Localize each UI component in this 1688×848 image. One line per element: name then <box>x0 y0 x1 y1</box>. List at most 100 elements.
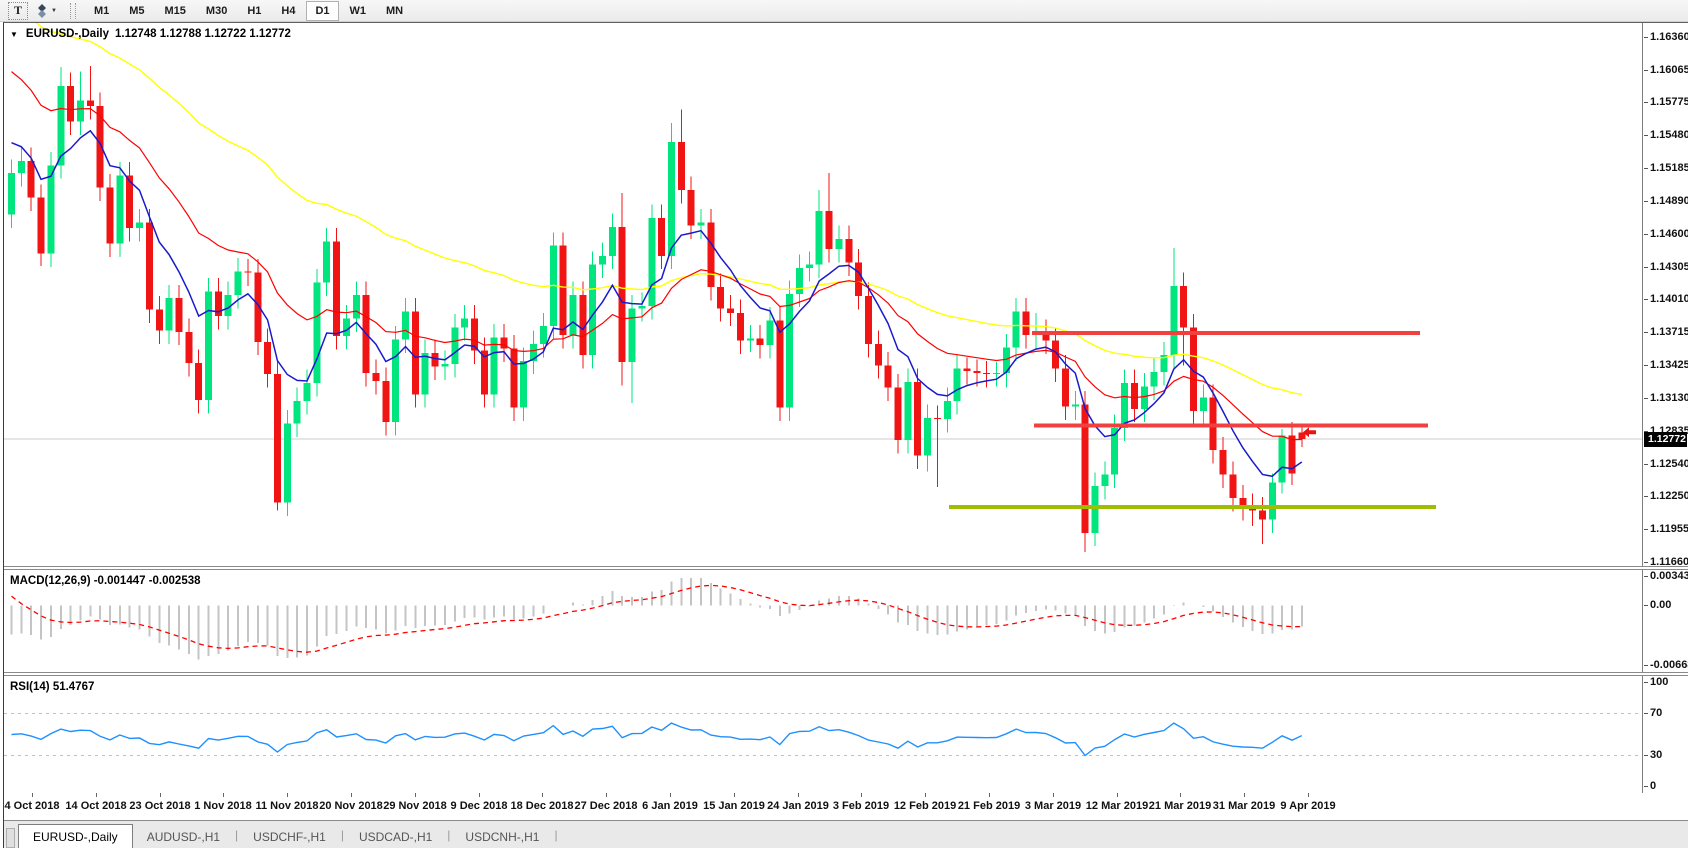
timeframe-button-w1[interactable]: W1 <box>341 1 376 21</box>
price-axis-label: 1.15185 <box>1644 162 1688 174</box>
date-axis-label: 27 Dec 2018 <box>574 800 638 812</box>
date-axis-label: 21 Mar 2019 <box>1148 800 1212 812</box>
candle-down <box>1022 311 1030 336</box>
chart-tab-usdcad-h1[interactable]: USDCAD-,H1 <box>358 830 433 844</box>
toolbar: T ▼ M1 M5 M15 M30 H1 H4 D1 W1 MN <box>0 0 1688 22</box>
chart-tab-bar: EURUSD-,Daily AUDUSD-,H1 | USDCHF-,H1 | USDCA… <box>4 820 1688 848</box>
candle-up <box>628 308 636 362</box>
panel-separator[interactable] <box>4 672 1688 676</box>
candle-up <box>451 327 459 365</box>
text-tool-button[interactable]: T <box>8 1 28 20</box>
date-axis[interactable]: 4 Oct 2018 14 Oct 2018 23 Oct 2018 1 Nov 20… <box>4 793 1688 820</box>
candle-up <box>608 226 616 256</box>
candle-down <box>244 271 252 273</box>
chart-tab-usdcnh-h1[interactable]: USDCNH-,H1 <box>465 830 540 844</box>
candle-up <box>539 326 547 345</box>
candle-up <box>746 338 754 341</box>
candle-up <box>805 264 813 269</box>
price-axis-label: 1.14890 <box>1644 195 1688 207</box>
chart-tab-usdchf-h1[interactable]: USDCHF-,H1 <box>253 830 326 844</box>
date-axis-label: 4 Oct 2018 <box>4 800 60 812</box>
timeframe-button-group: M1 M5 M15 M30 H1 H4 D1 W1 MN <box>84 0 413 22</box>
timeframe-button-h1[interactable]: H1 <box>238 1 270 21</box>
candle-up <box>205 291 212 400</box>
price-panel: ▼ EURUSD-,Daily 1.12748 1.12788 1.12722 … <box>4 23 1688 568</box>
price-chart-canvas[interactable] <box>4 23 1644 566</box>
candle-down <box>1062 368 1069 407</box>
timeframe-button-d1[interactable]: D1 <box>306 0 339 21</box>
candle-up <box>835 239 843 250</box>
candle-down <box>963 368 971 371</box>
candle-up <box>786 293 794 408</box>
candle-up <box>116 175 124 244</box>
candle-up <box>993 373 1000 375</box>
macd-panel: MACD(12,26,9) -0.001447 -0.002538 0.0034… <box>4 570 1688 672</box>
timeframe-button-h4[interactable]: H4 <box>272 1 304 21</box>
date-axis-label: 1 Nov 2018 <box>194 800 252 812</box>
timeframe-button-m30[interactable]: M30 <box>197 1 236 21</box>
arrows-tool-button[interactable]: ▼ <box>32 2 60 20</box>
rsi-label: RSI(14) 51.4767 <box>10 681 95 693</box>
rsi-chart-canvas[interactable] <box>4 676 1644 793</box>
chart-tab-eurusd-daily[interactable]: EURUSD-,Daily <box>18 824 133 848</box>
rsi-axis-label: 30 <box>1643 749 1663 761</box>
candle-up <box>57 86 65 166</box>
timeframe-button-m15[interactable]: M15 <box>156 1 195 21</box>
tab-separator: | <box>554 827 558 842</box>
candle-up <box>392 339 400 423</box>
candle-up <box>313 282 321 384</box>
candle-down <box>618 226 626 362</box>
candle-down <box>500 337 508 349</box>
tab-separator: | <box>340 827 344 842</box>
rsi-axis-label: 70 <box>1643 707 1663 719</box>
candle-down <box>717 287 725 309</box>
candle-up <box>520 360 528 408</box>
candle-down <box>185 331 193 364</box>
candle-down <box>264 341 272 375</box>
candle-down <box>470 318 478 351</box>
candle-up <box>47 165 55 254</box>
date-tick <box>798 793 799 797</box>
candle-down <box>382 380 390 423</box>
candle-up <box>904 382 912 441</box>
tab-scroll-notch[interactable] <box>6 828 15 848</box>
candle-down <box>175 298 183 332</box>
candle-up <box>638 306 646 309</box>
candle-down <box>1229 474 1237 499</box>
candle-up <box>1121 383 1128 428</box>
candle-down <box>254 272 262 342</box>
date-tick <box>287 793 288 797</box>
date-axis-label: 14 Oct 2018 <box>65 800 127 812</box>
price-axis-label: 1.13130 <box>1644 392 1688 404</box>
candle-up <box>796 268 803 294</box>
date-tick <box>479 793 480 797</box>
timeframe-button-m5[interactable]: M5 <box>120 1 153 21</box>
macd-chart-canvas[interactable] <box>4 570 1644 672</box>
candle-down <box>677 141 685 190</box>
rsi-axis[interactable]: 100 70 30 0 <box>1642 676 1688 793</box>
candle-down <box>864 296 872 345</box>
candle-up <box>1071 404 1079 407</box>
quick-nav-icon[interactable]: ▼ <box>10 29 18 39</box>
candle-up <box>441 364 449 367</box>
timeframe-button-mn[interactable]: MN <box>377 1 412 21</box>
date-axis-label: 31 Mar 2019 <box>1212 800 1276 812</box>
chart-tab-audusd-h1[interactable]: AUDUSD-,H1 <box>146 830 221 844</box>
price-axis[interactable]: 1.16360 1.16065 1.15775 1.15480 1.15185 1.148… <box>1642 23 1688 568</box>
candle-down <box>106 187 114 244</box>
candle-up <box>1012 311 1020 348</box>
candle-down <box>1239 498 1247 508</box>
macd-axis[interactable]: 0.003431 0.00 -0.006686 <box>1642 570 1688 672</box>
candle-down <box>884 365 892 388</box>
candle-down <box>480 350 488 395</box>
date-tick <box>606 793 607 797</box>
candle-down <box>431 352 439 367</box>
date-tick <box>989 793 990 797</box>
candle-down <box>510 348 518 408</box>
timeframe-button-m1[interactable]: M1 <box>85 1 118 21</box>
panel-separator[interactable] <box>4 566 1688 570</box>
candle-down <box>27 160 35 198</box>
date-axis-label: 9 Dec 2018 <box>450 800 508 812</box>
date-axis-label: 21 Feb 2019 <box>957 800 1021 812</box>
